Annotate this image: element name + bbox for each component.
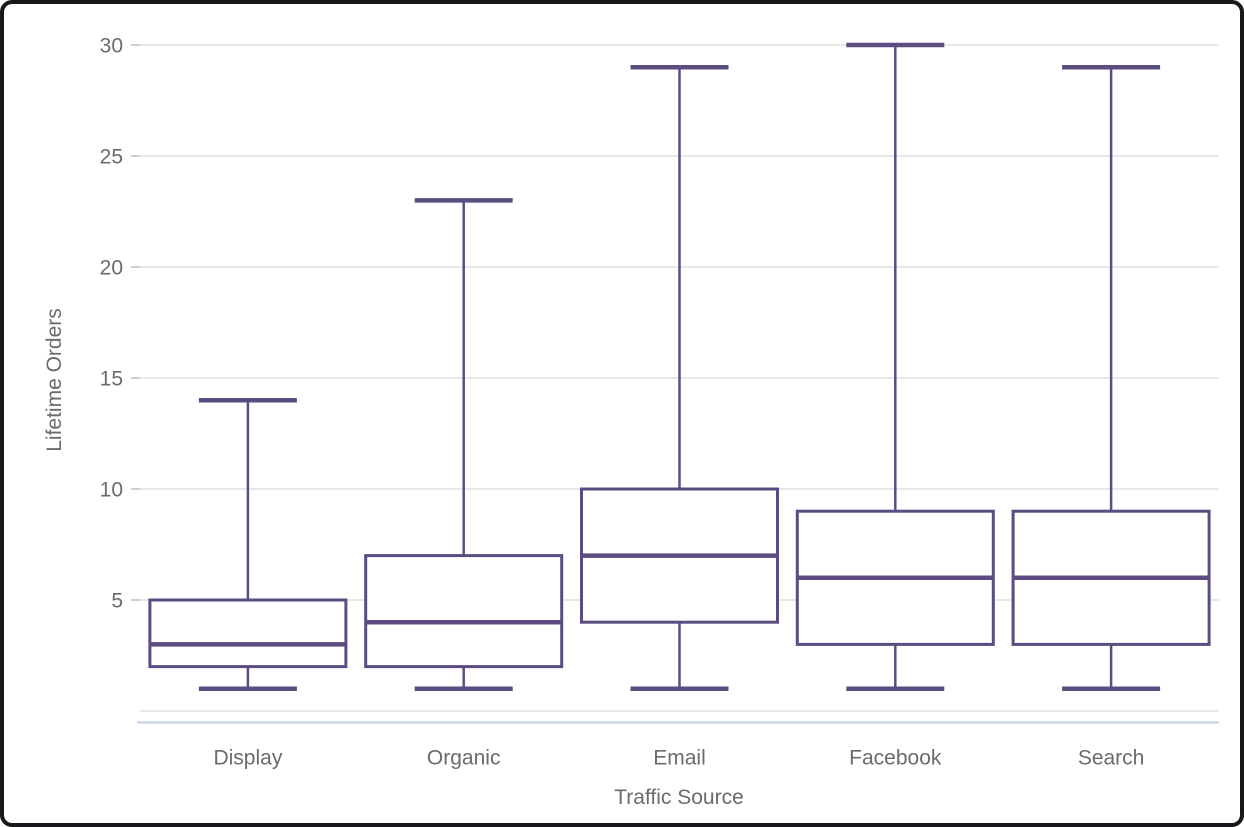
y-tick-label-30: 30 [100, 35, 123, 58]
x-tick-label-facebook: Facebook [849, 747, 942, 770]
iqr-box[interactable] [148, 598, 348, 669]
boxplot-mark-display[interactable] [148, 397, 348, 692]
x-tick-label-email: Email [653, 747, 706, 770]
boxplot-mark-email[interactable] [580, 64, 779, 692]
y-tick-label-15: 15 [100, 368, 123, 391]
y-tick-label-25: 25 [100, 146, 123, 169]
boxplot-mark-search[interactable] [1011, 64, 1211, 692]
y-tick-label-10: 10 [100, 479, 123, 502]
y-axis-title: Lifetime Orders [43, 308, 66, 452]
iqr-box[interactable] [364, 554, 564, 669]
y-tick-label-20: 20 [100, 257, 123, 280]
boxplot-mark-organic[interactable] [364, 198, 564, 692]
x-tick-label-organic: Organic [427, 747, 501, 770]
boxplot-mark-facebook[interactable] [795, 42, 995, 692]
x-tick-label-search: Search [1078, 747, 1145, 770]
x-tick-label-display: Display [213, 747, 282, 770]
y-tick-label-5: 5 [111, 590, 123, 613]
x-axis-title: Traffic Source [614, 786, 744, 809]
